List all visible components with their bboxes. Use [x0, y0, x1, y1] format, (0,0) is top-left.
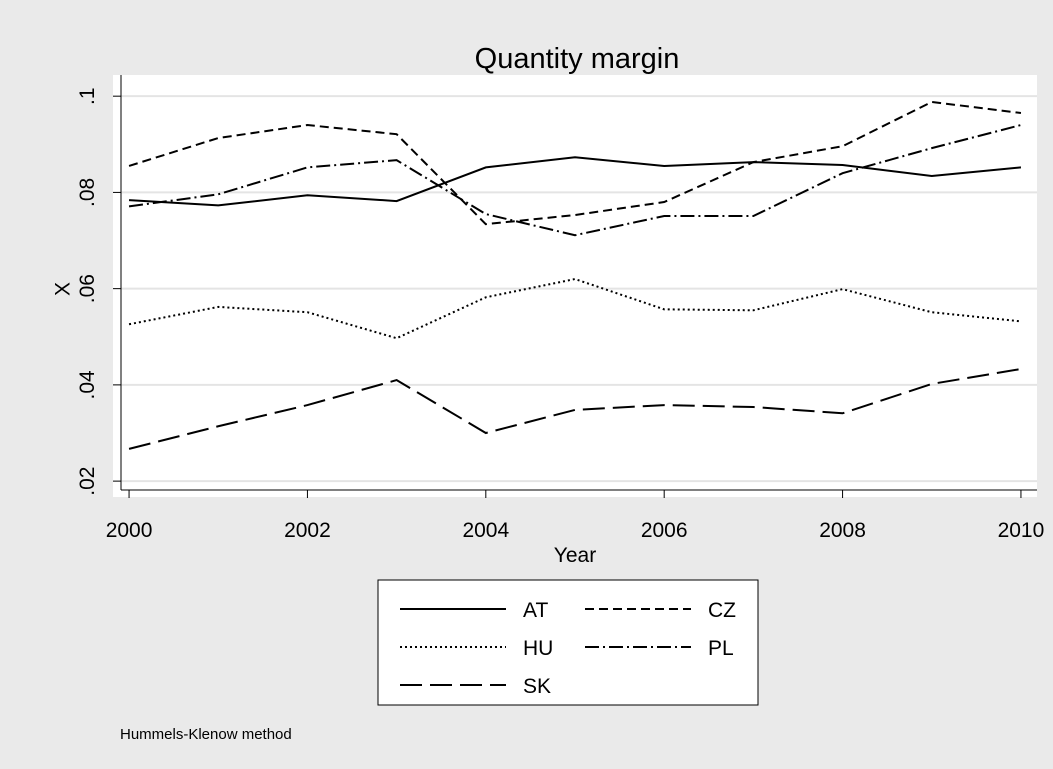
series-line: [128, 277, 1022, 340]
series-line: [128, 368, 1022, 450]
x-tick-label: 2006: [641, 519, 688, 542]
series-line: [128, 156, 1022, 207]
x-tick-label: 2010: [998, 519, 1045, 542]
x-tick-label: 2002: [284, 519, 331, 542]
y-tick-label: .04: [76, 370, 99, 400]
x-tick-label: 2000: [106, 519, 153, 542]
legend-label: SK: [523, 675, 551, 698]
x-tick-label: 2008: [819, 519, 866, 542]
y-tick-label: .06: [76, 274, 99, 303]
y-tick-label: .08: [76, 178, 99, 207]
legend-label: PL: [708, 637, 734, 660]
series-line: [128, 100, 1022, 226]
legend-label: CZ: [708, 599, 736, 622]
y-axis-label: X: [52, 282, 75, 296]
plot-area: [113, 75, 1037, 497]
x-axis-label: Year: [554, 544, 596, 567]
legend-box: [377, 579, 759, 706]
y-tick-label: .02: [76, 467, 99, 496]
series-line: [128, 124, 1022, 237]
legend-label: AT: [523, 599, 548, 622]
y-tick-label: .1: [76, 87, 99, 105]
legend-label: HU: [523, 637, 553, 660]
x-tick-label: 2004: [462, 519, 509, 542]
chart-title: Quantity margin: [475, 43, 680, 75]
note: Hummels-Klenow method: [120, 726, 292, 743]
